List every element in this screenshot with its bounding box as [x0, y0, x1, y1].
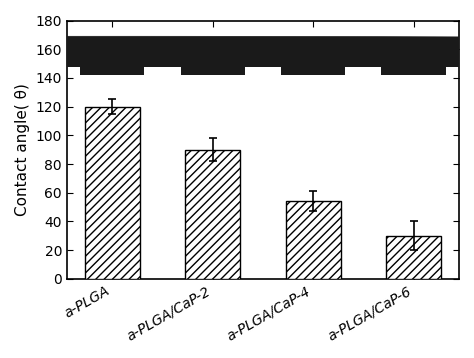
Bar: [85, 107, 140, 279]
Polygon shape: [0, 36, 474, 67]
Bar: [386, 236, 441, 279]
Bar: [382, 67, 446, 75]
Bar: [185, 150, 240, 279]
Polygon shape: [0, 59, 474, 67]
Bar: [181, 67, 245, 75]
Bar: [281, 67, 345, 75]
Y-axis label: Contact angle( θ): Contact angle( θ): [15, 83, 30, 216]
Polygon shape: [0, 46, 474, 67]
Bar: [80, 67, 145, 75]
Bar: [285, 201, 341, 279]
Polygon shape: [0, 65, 474, 67]
